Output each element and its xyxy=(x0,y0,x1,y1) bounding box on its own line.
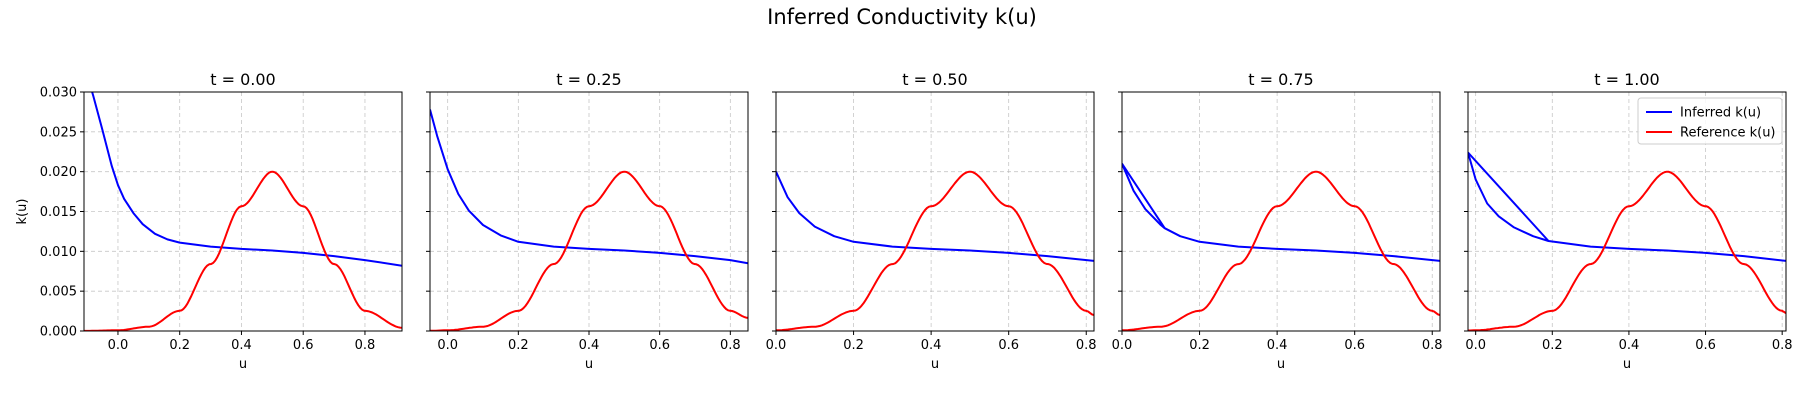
inferred-line xyxy=(1122,163,1440,262)
y-tick-label: 0.020 xyxy=(40,165,77,180)
legend: Inferred k(u) Reference k(u) xyxy=(1637,97,1783,145)
x-tick-label: 0.0 xyxy=(437,338,458,353)
x-axis-label: u xyxy=(1277,357,1285,372)
reference-line xyxy=(84,170,402,331)
legend-entry: Reference k(u) xyxy=(1680,126,1776,141)
subplot-1: 0.0 0.2 0.4 0.6 0.8 0.000 0.005 0.010 0.015 0.020… xyxy=(15,70,403,372)
reference-line xyxy=(776,170,1094,331)
x-tick-label: 0.8 xyxy=(1076,338,1097,353)
x-tick-label: 0.4 xyxy=(579,338,600,353)
x-tick-label: 0.2 xyxy=(508,338,529,353)
x-tick-label: 0.8 xyxy=(1772,338,1793,353)
legend-entry: Inferred k(u) xyxy=(1680,106,1761,121)
x-tick-label: 0.6 xyxy=(1695,338,1716,353)
inferred-line xyxy=(776,171,1094,262)
subplot-title: t = 0.50 xyxy=(902,70,967,89)
y-tick-label: 0.025 xyxy=(40,125,77,140)
x-tick-label: 0.8 xyxy=(355,338,376,353)
x-axis-label: u xyxy=(1623,357,1631,372)
subplot-4: 0.0 0.2 0.4 0.6 0.8 t = 0.75 u xyxy=(1112,70,1443,372)
x-axis-label: u xyxy=(239,357,247,372)
x-tick-label: 0.2 xyxy=(843,338,864,353)
y-tick-label: 0.030 xyxy=(40,86,77,101)
subplot-3: 0.0 0.2 0.4 0.6 0.8 t = 0.50 u xyxy=(766,70,1097,372)
inferred-line xyxy=(91,92,402,267)
x-tick-label: 0.6 xyxy=(293,338,314,353)
figure-suptitle: Inferred Conductivity k(u) xyxy=(767,5,1037,29)
subplot-2: 0.0 0.2 0.4 0.6 0.8 t = 0.25 u xyxy=(426,70,749,372)
y-tick-label: 0.010 xyxy=(40,245,77,260)
y-axis-label: k(u) xyxy=(15,199,30,225)
inferred-line xyxy=(430,109,748,265)
reference-line xyxy=(430,170,748,331)
x-tick-label: 0.8 xyxy=(720,338,741,353)
x-tick-label: 0.4 xyxy=(1619,338,1640,353)
x-tick-label: 0.4 xyxy=(231,338,252,353)
x-tick-label: 0.0 xyxy=(1112,338,1133,353)
x-tick-label: 0.2 xyxy=(169,338,190,353)
reference-line xyxy=(1122,170,1440,331)
x-tick-label: 0.0 xyxy=(766,338,787,353)
subplot-title: t = 0.00 xyxy=(210,70,275,89)
series-group xyxy=(84,92,402,331)
series-group xyxy=(1122,163,1440,331)
x-tick-label: 0.4 xyxy=(921,338,942,353)
legend-box xyxy=(1637,97,1783,145)
x-tick-label: 0.6 xyxy=(998,338,1019,353)
series-group xyxy=(1468,151,1786,331)
x-tick-label: 0.2 xyxy=(1189,338,1210,353)
x-tick-label: 0.2 xyxy=(1542,338,1563,353)
x-tick-label: 0.4 xyxy=(1267,338,1288,353)
x-tick-label: 0.6 xyxy=(1344,338,1365,353)
x-axis-label: u xyxy=(585,357,593,372)
x-tick-label: 0.6 xyxy=(649,338,670,353)
subplot-5: 0.0 0.2 0.4 0.6 0.8 t = 1.00 u Inferred k(u) Ref… xyxy=(1464,70,1793,372)
axes-frame xyxy=(1121,91,1441,332)
y-tick-label: 0.005 xyxy=(40,285,77,300)
y-tick-label: 0.015 xyxy=(40,205,77,220)
series-group xyxy=(776,170,1094,331)
subplot-title: t = 1.00 xyxy=(1594,70,1659,89)
reference-line xyxy=(1468,170,1786,331)
series-group xyxy=(430,109,748,331)
inferred-line xyxy=(1122,163,1166,229)
x-axis-label: u xyxy=(931,357,939,372)
subplot-title: t = 0.75 xyxy=(1248,70,1313,89)
y-tick-label: 0.000 xyxy=(40,325,77,340)
x-tick-label: 0.0 xyxy=(108,338,129,353)
x-tick-label: 0.8 xyxy=(1422,338,1443,353)
x-tick-label: 0.0 xyxy=(1465,338,1486,353)
inferred-line xyxy=(1468,151,1550,242)
subplot-title: t = 0.25 xyxy=(556,70,621,89)
axes-frame xyxy=(775,91,1095,332)
